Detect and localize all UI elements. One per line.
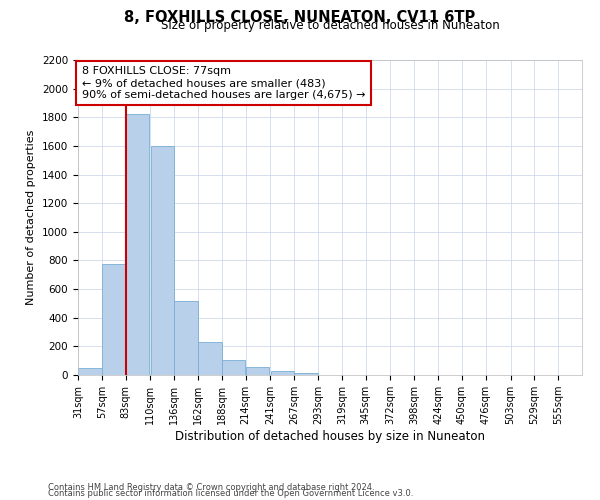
Bar [78, 368, 101, 375]
Bar [246, 367, 269, 375]
X-axis label: Distribution of detached houses by size in Nuneaton: Distribution of detached houses by size … [175, 430, 485, 443]
Bar [198, 342, 221, 375]
Text: 8, FOXHILLS CLOSE, NUNEATON, CV11 6TP: 8, FOXHILLS CLOSE, NUNEATON, CV11 6TP [124, 10, 476, 25]
Bar [151, 146, 174, 375]
Bar [126, 114, 149, 375]
Title: Size of property relative to detached houses in Nuneaton: Size of property relative to detached ho… [161, 20, 499, 32]
Bar [295, 374, 318, 375]
Text: 8 FOXHILLS CLOSE: 77sqm
← 9% of detached houses are smaller (483)
90% of semi-de: 8 FOXHILLS CLOSE: 77sqm ← 9% of detached… [82, 66, 365, 100]
Bar [222, 360, 245, 375]
Text: Contains public sector information licensed under the Open Government Licence v3: Contains public sector information licen… [48, 490, 413, 498]
Text: Contains HM Land Registry data © Crown copyright and database right 2024.: Contains HM Land Registry data © Crown c… [48, 484, 374, 492]
Y-axis label: Number of detached properties: Number of detached properties [26, 130, 37, 305]
Bar [102, 264, 125, 375]
Bar [271, 372, 294, 375]
Bar [175, 300, 198, 375]
